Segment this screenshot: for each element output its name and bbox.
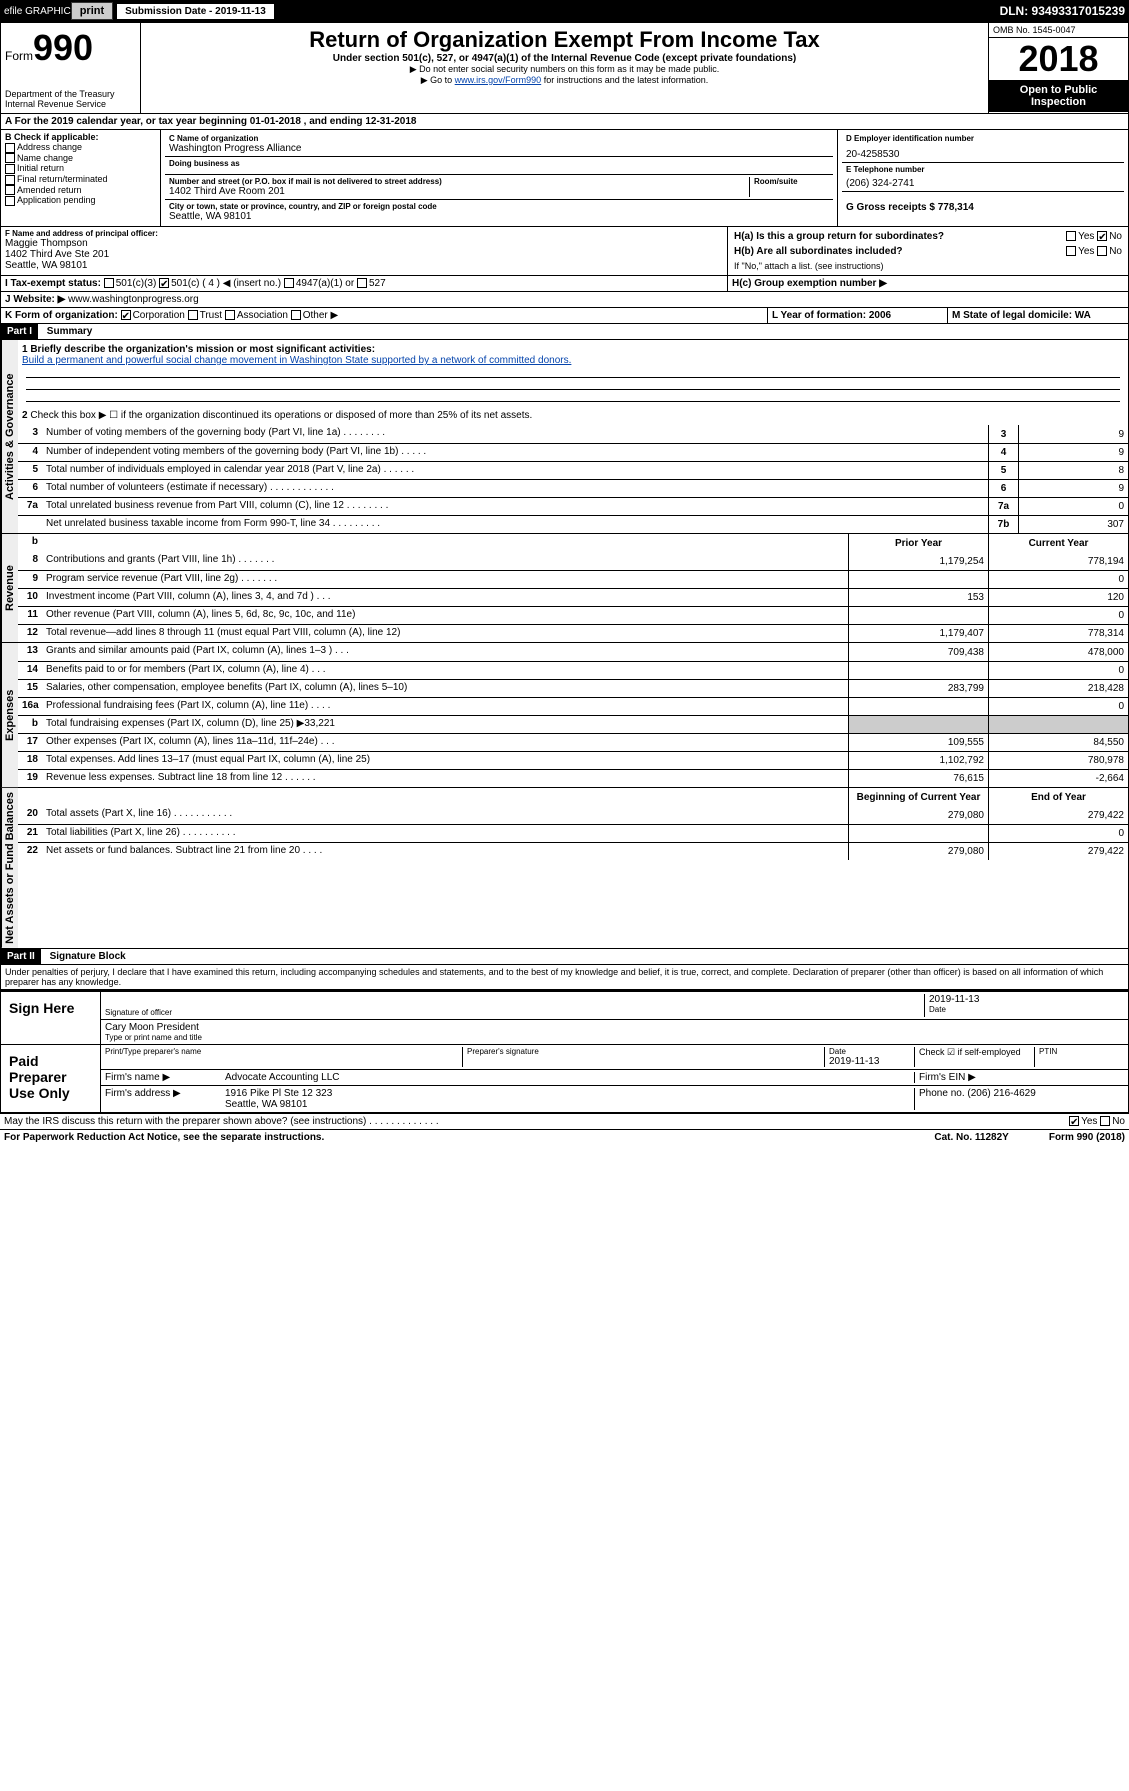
- line-22: 22 Net assets or fund balances. Subtract…: [18, 842, 1128, 860]
- form-org-row: K Form of organization: Corporation Trus…: [0, 308, 1129, 324]
- line-10: 10 Investment income (Part VIII, column …: [18, 588, 1128, 606]
- org-city: Seattle, WA 98101: [169, 211, 829, 222]
- firm-phone: Phone no. (206) 216-4629: [914, 1088, 1124, 1110]
- expenses-section: Expenses 13 Grants and similar amounts p…: [0, 643, 1129, 788]
- entity-row: B Check if applicable: Address change Na…: [0, 130, 1129, 227]
- org-name: Washington Progress Alliance: [169, 143, 829, 154]
- cat-no: Cat. No. 11282Y: [934, 1132, 1008, 1143]
- part2-header: Part II Signature Block: [0, 949, 1129, 965]
- omb-number: OMB No. 1545-0047: [989, 23, 1128, 38]
- form-title: Return of Organization Exempt From Incom…: [145, 27, 984, 53]
- line-6: 6 Total number of volunteers (estimate i…: [18, 479, 1128, 497]
- governance-section: Activities & Governance 1 Briefly descri…: [0, 340, 1129, 534]
- line-8: 8 Contributions and grants (Part VIII, l…: [18, 552, 1128, 570]
- hc-label: H(c) Group exemption number ▶: [728, 276, 1128, 291]
- col-c: C Name of organization Washington Progre…: [161, 130, 838, 226]
- check-name[interactable]: [5, 153, 15, 163]
- section-a: A For the 2019 calendar year, or tax yea…: [0, 114, 1129, 130]
- form-number: 990: [33, 27, 93, 68]
- form-word: Form: [5, 49, 33, 63]
- officer-name: Cary Moon President: [105, 1022, 1124, 1033]
- line-19: 19 Revenue less expenses. Subtract line …: [18, 769, 1128, 787]
- discuss-no[interactable]: [1100, 1116, 1110, 1126]
- check-other[interactable]: [291, 310, 301, 320]
- check-501c[interactable]: [159, 278, 169, 288]
- form-note2: ▶ Go to www.irs.gov/Form990 for instruct…: [145, 75, 984, 86]
- netassets-section: Net Assets or Fund Balances Beginning of…: [0, 788, 1129, 949]
- sig-date: 2019-11-13: [929, 994, 1124, 1005]
- tax-year: 2018: [989, 38, 1128, 80]
- firm-name: Advocate Accounting LLC: [225, 1072, 914, 1083]
- line-15: 15 Salaries, other compensation, employe…: [18, 679, 1128, 697]
- line-9: 9 Program service revenue (Part VIII, li…: [18, 570, 1128, 588]
- firm-address: 1916 Pike Pl Ste 12 323 Seattle, WA 9810…: [225, 1088, 914, 1110]
- efile-label: efile GRAPHIC: [4, 6, 71, 17]
- form-footer: Form 990 (2018): [1049, 1132, 1125, 1143]
- col-b: B Check if applicable: Address change Na…: [1, 130, 161, 226]
- line-3: 3 Number of voting members of the govern…: [18, 425, 1128, 443]
- check-final[interactable]: [5, 175, 15, 185]
- form-note1: ▶ Do not enter social security numbers o…: [145, 64, 984, 75]
- open-public: Open to Public Inspection: [989, 80, 1128, 112]
- check-pending[interactable]: [5, 196, 15, 206]
- perjury-text: Under penalties of perjury, I declare th…: [0, 965, 1129, 990]
- line-16a: 16a Professional fundraising fees (Part …: [18, 697, 1128, 715]
- line-20: 20 Total assets (Part X, line 16) . . . …: [18, 806, 1128, 824]
- prep-date: 2019-11-13: [829, 1056, 914, 1067]
- check-trust[interactable]: [188, 310, 198, 320]
- line-21: 21 Total liabilities (Part X, line 26) .…: [18, 824, 1128, 842]
- officer-info: Maggie Thompson 1402 Third Ave Ste 201 S…: [5, 238, 723, 271]
- form-header: Form990 Department of the Treasury Inter…: [0, 22, 1129, 114]
- print-button[interactable]: print: [71, 2, 113, 20]
- top-bar: efile GRAPHIC print Submission Date - 20…: [0, 0, 1129, 22]
- gross-receipts: G Gross receipts $ 778,314: [846, 194, 1120, 213]
- mission-text: Build a permanent and powerful social ch…: [22, 355, 1124, 366]
- check-assoc[interactable]: [225, 310, 235, 320]
- dln: DLN: 93493317015239: [1000, 4, 1125, 18]
- check-corp[interactable]: [121, 310, 131, 320]
- dept-label: Department of the Treasury Internal Reve…: [5, 89, 136, 109]
- line-11: 11 Other revenue (Part VIII, column (A),…: [18, 606, 1128, 624]
- status-row: I Tax-exempt status: 501(c)(3) 501(c) ( …: [0, 276, 1129, 292]
- line-7b: Net unrelated business taxable income fr…: [18, 515, 1128, 533]
- discuss-row: May the IRS discuss this return with the…: [0, 1113, 1129, 1129]
- state-domicile: M State of legal domicile: WA: [948, 308, 1128, 323]
- hb-yes[interactable]: [1066, 246, 1076, 256]
- telephone: (206) 324-2741: [846, 174, 1120, 189]
- check-initial[interactable]: [5, 164, 15, 174]
- line-7a: 7a Total unrelated business revenue from…: [18, 497, 1128, 515]
- irs-link[interactable]: www.irs.gov/Form990: [455, 75, 542, 85]
- officer-row: F Name and address of principal officer:…: [0, 227, 1129, 276]
- hb-no[interactable]: [1097, 246, 1107, 256]
- line-5: 5 Total number of individuals employed i…: [18, 461, 1128, 479]
- org-address: 1402 Third Ave Room 201: [169, 186, 749, 197]
- year-formation: L Year of formation: 2006: [768, 308, 948, 323]
- check-501c3[interactable]: [104, 278, 114, 288]
- line-b: b Total fundraising expenses (Part IX, c…: [18, 715, 1128, 733]
- part1-header: Part I Summary: [0, 324, 1129, 340]
- website-row: J Website: ▶ www.washingtonprogress.org: [0, 292, 1129, 308]
- ha-no[interactable]: [1097, 231, 1107, 241]
- line-12: 12 Total revenue—add lines 8 through 11 …: [18, 624, 1128, 642]
- form-subtitle: Under section 501(c), 527, or 4947(a)(1)…: [145, 53, 984, 64]
- sign-here-section: Sign Here Signature of officer 2019-11-1…: [0, 990, 1129, 1113]
- submission-date: Submission Date - 2019-11-13: [117, 4, 274, 19]
- check-amended[interactable]: [5, 185, 15, 195]
- discuss-yes[interactable]: [1069, 1116, 1079, 1126]
- footer: For Paperwork Reduction Act Notice, see …: [0, 1129, 1129, 1145]
- check-4947[interactable]: [284, 278, 294, 288]
- website: www.washingtonprogress.org: [68, 294, 199, 305]
- col-d: D Employer identification number 20-4258…: [838, 130, 1128, 226]
- line-18: 18 Total expenses. Add lines 13–17 (must…: [18, 751, 1128, 769]
- ha-yes[interactable]: [1066, 231, 1076, 241]
- line-14: 14 Benefits paid to or for members (Part…: [18, 661, 1128, 679]
- check-527[interactable]: [357, 278, 367, 288]
- revenue-section: Revenue b Prior Year Current Year 8 Cont…: [0, 534, 1129, 643]
- check-address[interactable]: [5, 143, 15, 153]
- line-17: 17 Other expenses (Part IX, column (A), …: [18, 733, 1128, 751]
- ein: 20-4258530: [846, 143, 1120, 160]
- line-4: 4 Number of independent voting members o…: [18, 443, 1128, 461]
- line-13: 13 Grants and similar amounts paid (Part…: [18, 643, 1128, 661]
